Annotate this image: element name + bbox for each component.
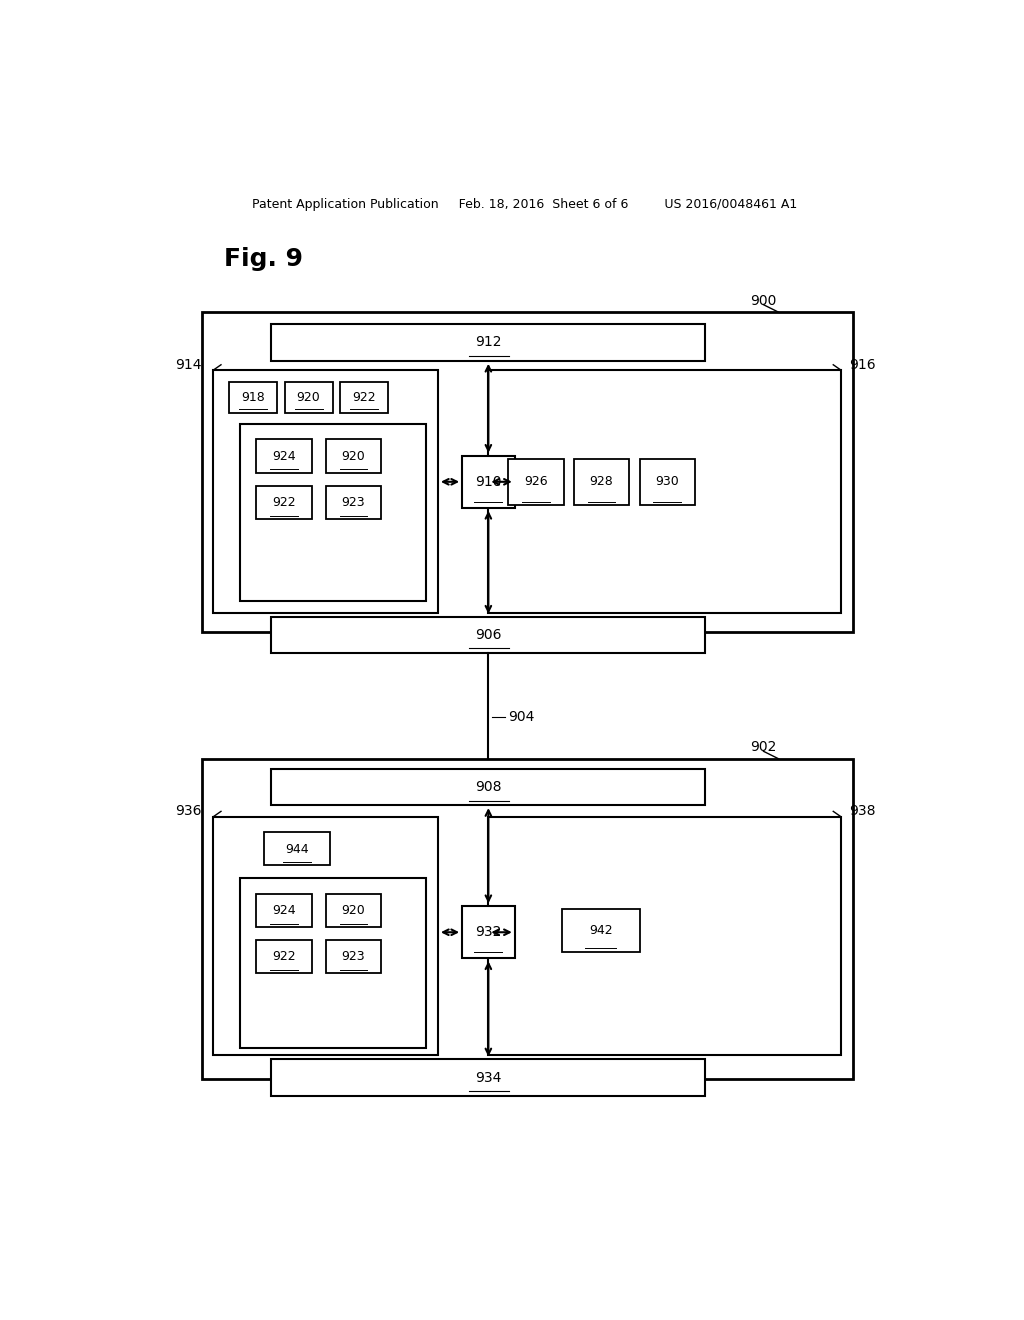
- Bar: [573, 459, 630, 506]
- Bar: [213, 817, 438, 1056]
- Bar: [462, 455, 515, 508]
- Text: 920: 920: [342, 450, 366, 463]
- Text: 904: 904: [508, 710, 535, 723]
- Text: 906: 906: [475, 628, 502, 642]
- Bar: [640, 459, 695, 506]
- Text: 923: 923: [342, 950, 366, 964]
- Bar: [340, 381, 388, 412]
- Bar: [271, 1059, 706, 1096]
- Text: 932: 932: [475, 925, 502, 940]
- Bar: [271, 323, 706, 360]
- Bar: [326, 894, 381, 927]
- Text: 900: 900: [751, 294, 776, 308]
- Bar: [488, 817, 841, 1056]
- Bar: [202, 759, 853, 1078]
- Text: 944: 944: [285, 842, 309, 855]
- Text: 924: 924: [272, 904, 296, 917]
- Bar: [256, 486, 311, 519]
- Text: 918: 918: [241, 391, 264, 404]
- Bar: [202, 313, 853, 632]
- Text: 930: 930: [655, 475, 679, 488]
- Text: 920: 920: [342, 904, 366, 917]
- Bar: [462, 906, 515, 958]
- Text: 936: 936: [175, 804, 202, 818]
- Text: 922: 922: [272, 496, 296, 510]
- Text: 926: 926: [524, 475, 548, 488]
- Text: 908: 908: [475, 780, 502, 795]
- Bar: [326, 440, 381, 473]
- Bar: [213, 370, 438, 612]
- Text: 910: 910: [475, 475, 502, 488]
- Text: 923: 923: [342, 496, 366, 510]
- Text: 920: 920: [297, 391, 321, 404]
- Bar: [285, 381, 333, 412]
- Text: 942: 942: [589, 924, 612, 937]
- Bar: [241, 424, 426, 601]
- Text: 912: 912: [475, 335, 502, 350]
- Text: Fig. 9: Fig. 9: [224, 247, 303, 271]
- Bar: [256, 440, 311, 473]
- Bar: [488, 370, 841, 612]
- Text: 916: 916: [849, 358, 876, 372]
- Text: 922: 922: [352, 391, 376, 404]
- Bar: [326, 940, 381, 973]
- Bar: [263, 832, 330, 866]
- Bar: [271, 770, 706, 805]
- Bar: [508, 459, 563, 506]
- Bar: [256, 940, 311, 973]
- Bar: [562, 909, 640, 952]
- Bar: [256, 894, 311, 927]
- Bar: [241, 878, 426, 1048]
- Bar: [271, 616, 706, 653]
- Text: 938: 938: [849, 804, 876, 818]
- Text: 924: 924: [272, 450, 296, 463]
- Bar: [228, 381, 276, 412]
- Text: Patent Application Publication     Feb. 18, 2016  Sheet 6 of 6         US 2016/0: Patent Application Publication Feb. 18, …: [252, 198, 798, 211]
- Text: 914: 914: [175, 358, 202, 372]
- Bar: [326, 486, 381, 519]
- Text: 922: 922: [272, 950, 296, 964]
- Text: 928: 928: [590, 475, 613, 488]
- Text: 902: 902: [751, 741, 776, 755]
- Text: 934: 934: [475, 1071, 502, 1085]
